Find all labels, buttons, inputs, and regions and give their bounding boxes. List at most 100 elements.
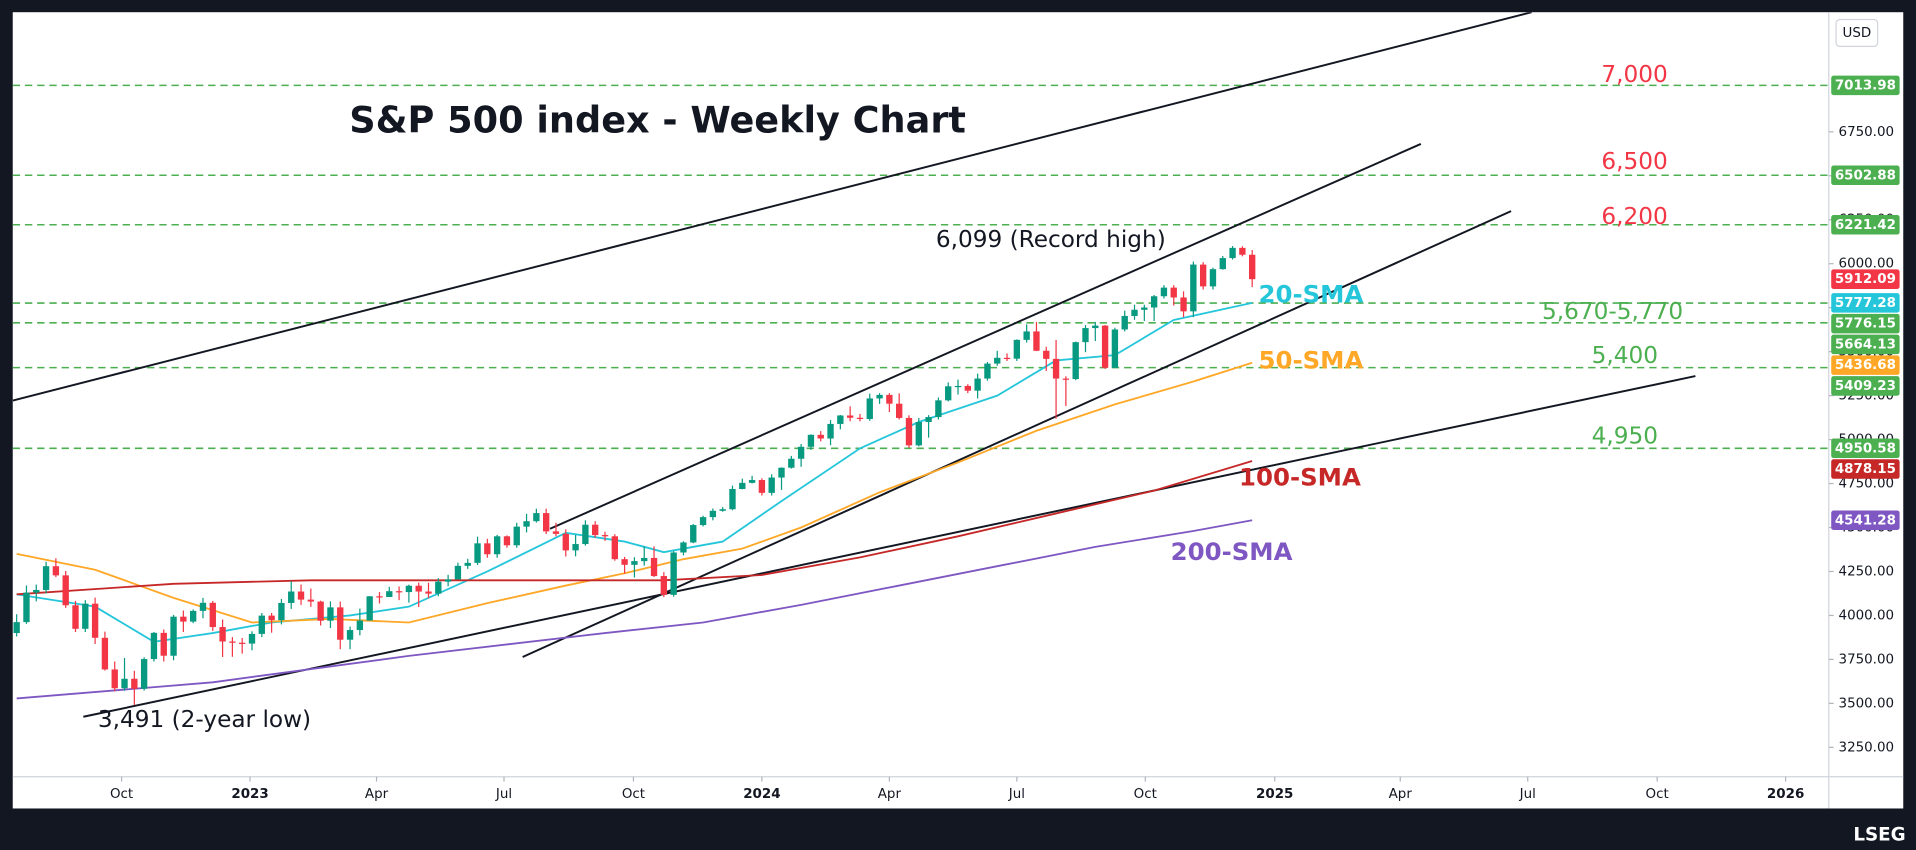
- candle-body: [690, 525, 697, 543]
- candle-body: [376, 596, 383, 598]
- candle-body: [846, 415, 854, 418]
- candle-body: [464, 562, 471, 566]
- candle-body: [160, 632, 167, 656]
- moving-average: [16, 460, 1253, 596]
- candle-body: [680, 542, 687, 553]
- candle-body: [552, 531, 560, 534]
- candle-body: [1033, 331, 1040, 351]
- price-tag: [1831, 438, 1900, 459]
- candle-body: [72, 605, 79, 629]
- candle-body: [935, 400, 942, 418]
- candle-body: [346, 630, 354, 640]
- candle-body: [52, 566, 60, 576]
- trendline: [522, 210, 1512, 658]
- candle-body: [601, 535, 609, 537]
- candle-body: [42, 566, 50, 590]
- price-tag: [1831, 313, 1900, 334]
- trendline: [12, 12, 1532, 402]
- x-tick-label: Oct: [1134, 787, 1157, 802]
- candle-body: [317, 601, 324, 621]
- candle-body: [778, 467, 785, 478]
- candle-body: [229, 641, 236, 643]
- price-tag-label: 6221.42: [1835, 218, 1896, 233]
- candle-body: [13, 622, 20, 634]
- x-tick-label: Jul: [495, 787, 512, 802]
- price-tag: [1831, 459, 1900, 479]
- candle-body: [945, 386, 952, 401]
- axes: 3250.003500.003750.004000.004250.004500.…: [110, 75, 1900, 802]
- candle-body: [641, 557, 648, 562]
- candle-body: [1141, 307, 1148, 310]
- candle-body: [395, 591, 403, 593]
- candle-body: [896, 403, 903, 418]
- candle-body: [739, 482, 746, 489]
- candle-body: [758, 480, 766, 493]
- currency-box[interactable]: [1835, 18, 1879, 48]
- candle-body: [1239, 247, 1246, 255]
- candle-body: [788, 458, 795, 468]
- candle-body: [121, 678, 128, 689]
- candle-body: [1209, 269, 1217, 287]
- x-tick-label: Oct: [110, 787, 133, 802]
- y-tick-label: 3750.00: [1839, 652, 1895, 667]
- candle-body: [150, 632, 158, 660]
- currency-label: USD: [1843, 26, 1872, 41]
- chart-title: S&P 500 index - Weekly Chart: [349, 99, 966, 142]
- candle-body: [209, 602, 216, 628]
- candle-body: [994, 357, 1001, 364]
- candle-body: [386, 591, 393, 597]
- sma-label: 100-SMA: [1239, 463, 1361, 492]
- candle-body: [239, 642, 246, 644]
- sma-label: 20-SMA: [1259, 280, 1364, 309]
- level-annotation: 6,500: [1601, 148, 1667, 175]
- candle-body: [503, 536, 511, 546]
- sma-label: 50-SMA: [1259, 345, 1364, 374]
- candle-body: [1043, 350, 1050, 359]
- candle-body: [925, 417, 932, 422]
- candle-body: [886, 394, 893, 404]
- price-tag: [1831, 293, 1900, 313]
- candle-body: [1101, 325, 1109, 368]
- candle-body: [366, 596, 373, 621]
- candle-body: [474, 543, 481, 563]
- candle-body: [444, 579, 452, 582]
- candle-body: [660, 576, 668, 595]
- candle-body: [189, 610, 197, 622]
- moving-average: [16, 519, 1253, 700]
- level-annotation: 5,400: [1592, 342, 1658, 369]
- candle-body: [337, 607, 344, 640]
- candle-body: [984, 363, 991, 379]
- x-tick-label: Jul: [1008, 787, 1025, 802]
- trendline: [549, 143, 1422, 530]
- candle-body: [1249, 254, 1256, 280]
- candle-body: [709, 510, 717, 518]
- x-tick-label: Oct: [622, 787, 645, 802]
- candle-body: [827, 423, 834, 439]
- candle-body: [1131, 309, 1138, 316]
- candle-body: [454, 565, 462, 580]
- candle-body: [140, 659, 148, 689]
- candle-body: [356, 620, 364, 631]
- candle-body: [425, 591, 432, 594]
- candle-body: [1150, 296, 1158, 308]
- price-tag: [1831, 376, 1900, 396]
- candle-body: [1023, 331, 1030, 340]
- candle-body: [768, 477, 775, 493]
- candle-body: [1111, 329, 1119, 368]
- candle-body: [62, 575, 69, 606]
- candle-body: [1052, 358, 1060, 379]
- x-tick-label: 2024: [743, 787, 780, 802]
- candle-body: [964, 385, 971, 391]
- x-tick-label: Apr: [878, 787, 902, 802]
- low-annotation: 3,491 (2-year low): [98, 706, 311, 733]
- candle-body: [101, 637, 109, 670]
- price-tag-label: 5776.15: [1835, 317, 1896, 332]
- price-tag-label: 7013.98: [1835, 78, 1896, 93]
- candle-body: [23, 592, 30, 623]
- candle-body: [405, 585, 413, 593]
- candle-body: [1229, 247, 1236, 259]
- candle-body: [268, 615, 275, 621]
- candle-body: [719, 509, 726, 511]
- candle-body: [1170, 287, 1177, 298]
- x-tick-label: 2025: [1256, 787, 1293, 802]
